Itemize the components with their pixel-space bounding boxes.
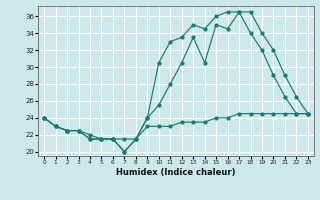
X-axis label: Humidex (Indice chaleur): Humidex (Indice chaleur) (116, 168, 236, 177)
